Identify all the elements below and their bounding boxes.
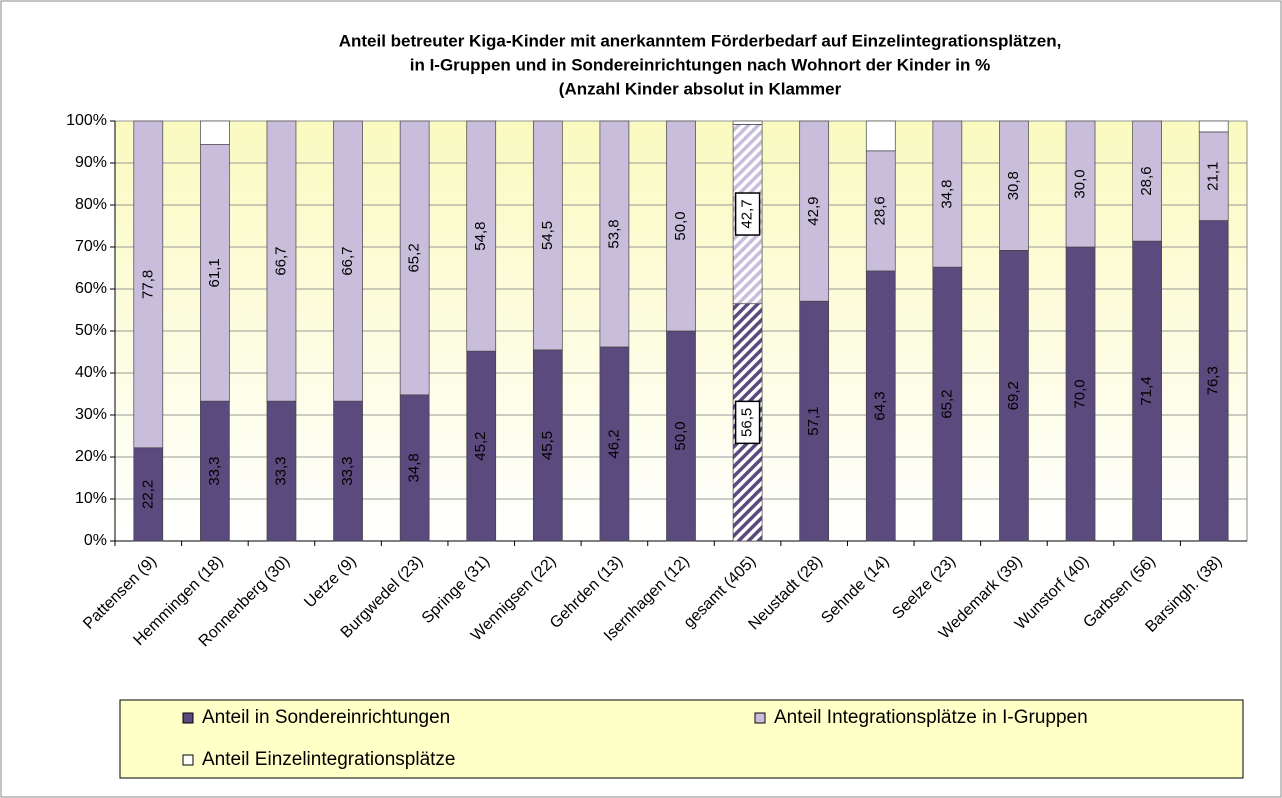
value-label: 30,0 <box>1071 169 1088 198</box>
value-label: 56,5 <box>739 408 756 437</box>
bar-segment <box>532 120 563 351</box>
bar-segment <box>266 120 297 402</box>
value-label: 65,2 <box>406 243 423 272</box>
value-label: 42,9 <box>805 196 822 225</box>
bar-segment <box>932 120 963 268</box>
bar-segment <box>466 350 497 542</box>
y-tick-label: 20% <box>75 448 107 465</box>
value-label: 54,5 <box>539 221 556 250</box>
y-tick-label: 0% <box>84 532 107 549</box>
y-tick-label: 50% <box>75 322 107 339</box>
bar-segment <box>599 120 630 348</box>
value-label: 33,3 <box>272 456 289 485</box>
y-tick-label: 40% <box>75 364 107 381</box>
legend-label: Anteil Einzelintegrationsplätze <box>202 749 456 770</box>
value-label: 28,6 <box>1138 166 1155 195</box>
bar-segment <box>1132 240 1162 542</box>
bar-segment <box>865 120 896 152</box>
value-label: 42,7 <box>739 199 756 228</box>
bar-segment <box>999 120 1029 251</box>
value-label: 46,2 <box>605 429 622 458</box>
value-label: 33,3 <box>206 456 223 485</box>
value-label: 21,1 <box>1205 162 1222 191</box>
legend-swatch <box>182 754 194 766</box>
value-label: 57,1 <box>805 406 822 435</box>
value-label: 45,2 <box>472 431 489 460</box>
bar-segment <box>932 266 963 542</box>
value-label: 34,8 <box>938 179 955 208</box>
value-label: 77,8 <box>139 270 156 299</box>
value-label-box <box>734 400 761 445</box>
value-label: 22,2 <box>139 480 156 509</box>
y-tick-label: 80% <box>75 196 107 213</box>
value-label: 66,7 <box>272 246 289 275</box>
bar-segment <box>1132 120 1162 242</box>
chart-title: Anteil betreuter Kiga-Kinder mit anerkan… <box>339 31 1062 50</box>
value-label: 54,8 <box>472 221 489 250</box>
value-label: 33,3 <box>339 456 356 485</box>
y-tick-label: 10% <box>75 490 107 507</box>
value-label: 30,8 <box>1005 171 1022 200</box>
value-label: 61,1 <box>206 258 223 287</box>
bar-segment <box>799 300 830 542</box>
chart-title: in I-Gruppen und in Sondereinrichtungen … <box>410 55 991 74</box>
value-label: 50,0 <box>672 421 689 450</box>
value-label: 64,3 <box>872 391 889 420</box>
bar-segment <box>1065 246 1096 542</box>
y-tick-label: 30% <box>75 406 107 423</box>
bar-segment <box>200 400 230 542</box>
value-label: 53,8 <box>605 219 622 248</box>
value-label: 69,2 <box>1005 381 1022 410</box>
bar-segment <box>333 400 363 542</box>
bar-segment <box>532 349 563 542</box>
value-label: 34,8 <box>406 453 423 482</box>
value-label: 66,7 <box>339 246 356 275</box>
bar-segment <box>1065 120 1096 248</box>
bar-segment <box>133 447 164 542</box>
bar-segment <box>666 120 696 332</box>
legend-swatch <box>182 712 194 724</box>
bar-segment <box>599 346 630 542</box>
bar-segment <box>200 144 230 402</box>
legend <box>119 699 1244 779</box>
value-label: 65,2 <box>938 389 955 418</box>
value-label: 76,3 <box>1205 366 1222 395</box>
chart-title: (Anzahl Kinder absolut in Klammer <box>559 79 842 98</box>
value-label: 70,0 <box>1071 379 1088 408</box>
bar-segment <box>732 120 763 125</box>
legend-swatch <box>754 712 766 724</box>
bar-segment <box>399 394 430 542</box>
value-label-box <box>734 192 761 236</box>
legend-label: Anteil Integrationsplätze in I-Gruppen <box>774 707 1088 728</box>
y-tick-label: 90% <box>75 154 107 171</box>
bar-segment <box>266 400 297 542</box>
bar-segment <box>133 120 164 449</box>
bar-segment <box>999 250 1029 542</box>
bar-segment <box>1198 131 1229 221</box>
value-label: 45,5 <box>539 431 556 460</box>
bar-segment <box>333 120 363 402</box>
legend-label: Anteil in Sondereinrichtungen <box>202 707 450 728</box>
value-label: 28,6 <box>872 196 889 225</box>
y-tick-label: 60% <box>75 280 107 297</box>
bar-segment <box>799 120 830 302</box>
bar-segment <box>200 120 230 145</box>
y-tick-label: 100% <box>66 112 107 129</box>
y-tick-label: 70% <box>75 238 107 255</box>
value-label: 50,0 <box>672 211 689 240</box>
bar-segment <box>666 330 696 542</box>
bar-segment <box>399 120 430 396</box>
bar-segment <box>865 150 896 272</box>
bar-segment <box>466 120 497 352</box>
value-label: 71,4 <box>1138 376 1155 405</box>
bar-segment <box>1198 120 1229 133</box>
